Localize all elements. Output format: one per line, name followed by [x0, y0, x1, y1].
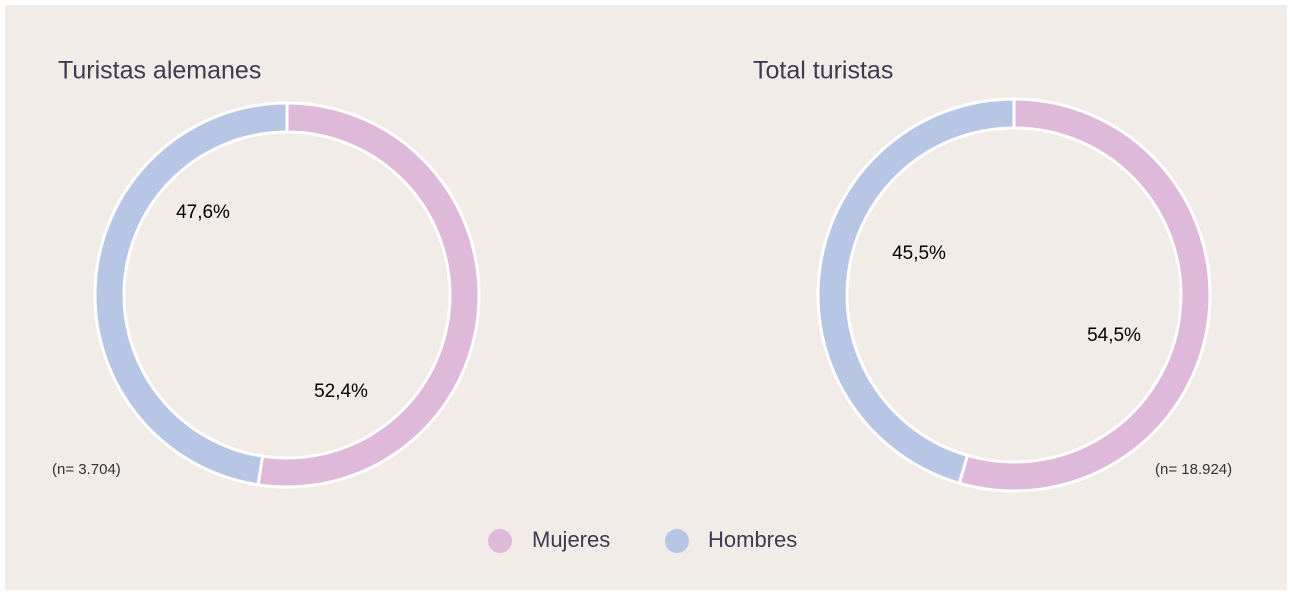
- data-label: 54,5%: [1087, 325, 1141, 346]
- legend-label: Mujeres: [532, 527, 610, 552]
- data-label: 52,4%: [314, 381, 368, 402]
- panel: [5, 5, 1287, 590]
- donut-segment: [816, 97, 1016, 486]
- annotation: (n= 3.704): [52, 461, 121, 478]
- data-label: 47,6%: [176, 202, 230, 223]
- annotation: (n= 18.924): [1155, 461, 1232, 478]
- data-label: 45,5%: [892, 243, 946, 264]
- legend-swatch: [488, 529, 512, 553]
- legend-swatch: [665, 529, 689, 553]
- chart-title: Turistas alemanes: [58, 57, 261, 85]
- chart-title: Total turistas: [753, 57, 893, 85]
- legend-label: Hombres: [708, 527, 797, 552]
- donut-segment: [93, 101, 289, 487]
